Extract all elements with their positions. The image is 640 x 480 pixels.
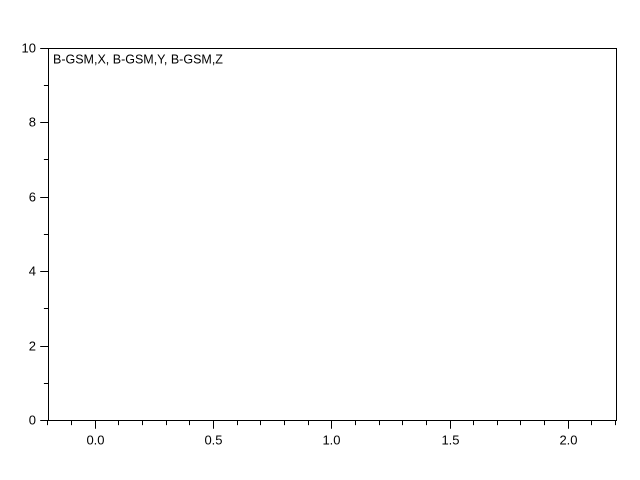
svg-text:6: 6 [29, 190, 36, 205]
svg-text:2: 2 [29, 339, 36, 354]
svg-text:B-GSM,X, B-GSM,Y, B-GSM,Z: B-GSM,X, B-GSM,Y, B-GSM,Z [53, 53, 223, 67]
svg-text:0.5: 0.5 [204, 433, 222, 448]
svg-text:2.0: 2.0 [559, 433, 577, 448]
svg-text:4: 4 [29, 264, 36, 279]
svg-text:0: 0 [29, 413, 36, 428]
svg-text:1.0: 1.0 [322, 433, 340, 448]
svg-text:10: 10 [22, 41, 36, 56]
svg-text:1.5: 1.5 [441, 433, 459, 448]
svg-text:8: 8 [29, 115, 36, 130]
svg-text:0.0: 0.0 [86, 433, 104, 448]
